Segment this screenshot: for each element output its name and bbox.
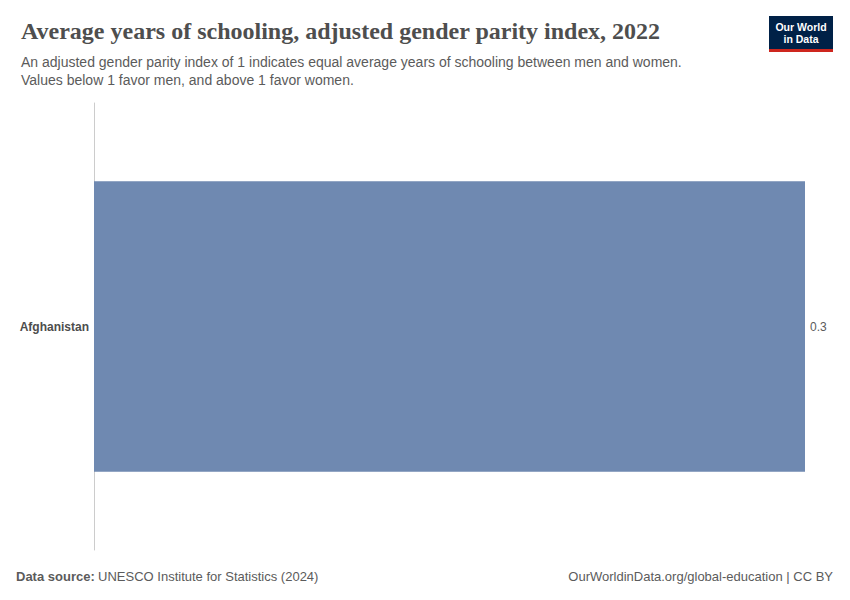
svg-text:OurWorldinData.org/global-educ: OurWorldinData.org/global-education | CC… bbox=[568, 569, 833, 584]
svg-text:UNESCO Institute for Statistic: UNESCO Institute for Statistics (2024) bbox=[98, 569, 318, 584]
svg-text:Data source:: Data source: bbox=[16, 569, 95, 584]
svg-text:Afghanistan: Afghanistan bbox=[20, 320, 89, 334]
svg-text:An adjusted gender parity inde: An adjusted gender parity index of 1 ind… bbox=[21, 54, 682, 70]
svg-text:Average years of schooling, ad: Average years of schooling, adjusted gen… bbox=[21, 18, 660, 44]
svg-text:0.3: 0.3 bbox=[810, 320, 827, 334]
svg-text:in Data: in Data bbox=[783, 33, 818, 45]
svg-text:Our World: Our World bbox=[775, 21, 826, 33]
svg-text:Values below 1 favor men, and: Values below 1 favor men, and above 1 fa… bbox=[21, 72, 354, 88]
